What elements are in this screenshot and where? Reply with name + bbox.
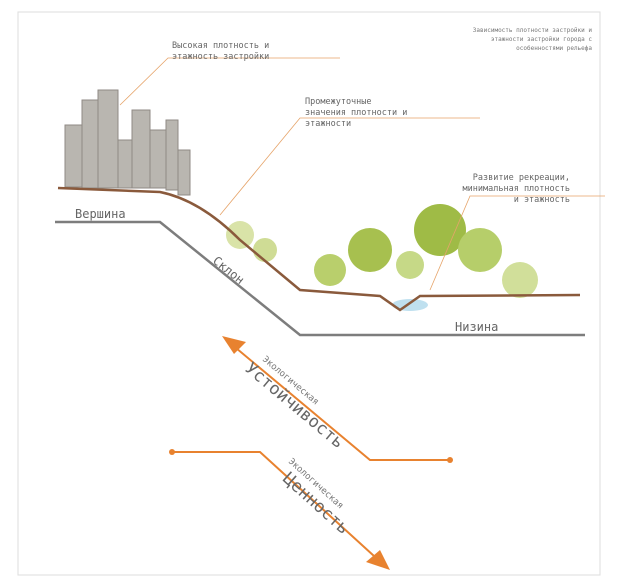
- annotation-line: Промежуточные: [305, 97, 372, 107]
- arrow-dot: [169, 449, 175, 455]
- annotation-line: Высокая плотность и: [172, 41, 269, 51]
- note-line: Зависимость плотности застройки и: [473, 27, 593, 34]
- note-line: особенностями рельефа: [516, 45, 592, 52]
- annotation-line: минимальная плотность: [463, 184, 570, 194]
- annotation-line: Развитие рекреации,: [473, 173, 570, 183]
- diagram: Зависимость плотности застройки и этажно…: [0, 0, 618, 587]
- terrain-label: Низина: [455, 320, 498, 334]
- annotation-line: этажность застройки: [172, 52, 269, 62]
- terrain-label: Вершина: [75, 207, 126, 221]
- annotation-line: и этажность: [514, 195, 570, 205]
- annotation-line: этажности: [305, 119, 351, 129]
- arrow-dot: [447, 457, 453, 463]
- annotation-line: значения плотности и: [305, 108, 407, 118]
- note-line: этажности застройки города с: [491, 36, 593, 43]
